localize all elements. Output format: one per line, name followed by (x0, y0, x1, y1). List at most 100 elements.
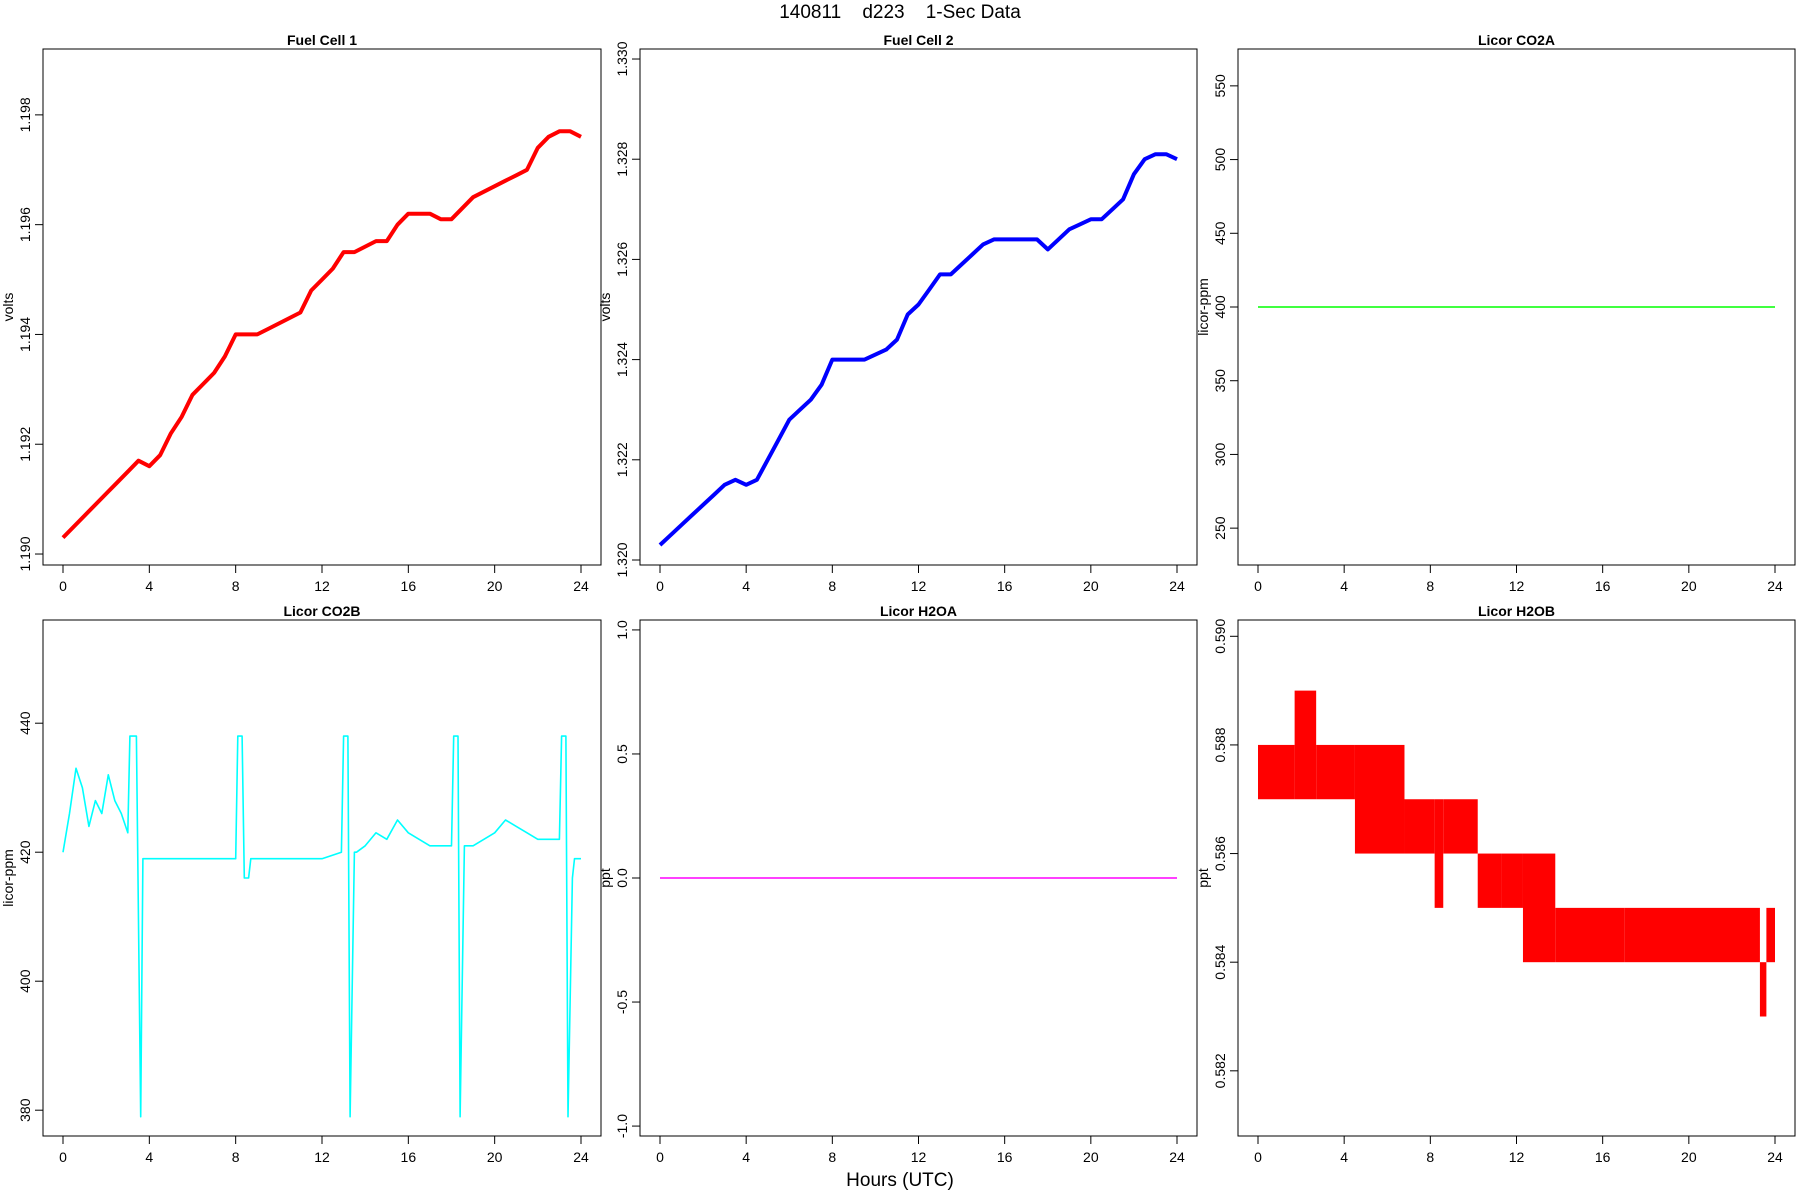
x-tick-label: 4 (145, 578, 153, 594)
y-tick-label: 1.194 (17, 317, 33, 352)
x-tick-label: 16 (401, 578, 417, 594)
y-tick-label: 1.326 (614, 242, 630, 277)
x-tick-label: 20 (1681, 1149, 1697, 1165)
y-tick-label: 0.588 (1212, 727, 1228, 762)
y-axis-label: volts (597, 293, 613, 322)
chart-title: Licor H2OA (880, 603, 957, 619)
chart-title: Fuel Cell 1 (287, 32, 357, 48)
y-tick-label: 1.328 (614, 141, 630, 176)
y-axis-label: volts (0, 293, 16, 322)
y-tick-label: 440 (17, 711, 33, 735)
chart-panel-5: Licor H2OA ppt 0 4 8 12 16 20 24 -1.0 -0.5 0.0 0.5 1.… (597, 603, 1198, 1165)
x-tick-label: 20 (487, 1149, 503, 1165)
plot-frame (42, 619, 602, 1137)
x-tick-label: 24 (573, 578, 589, 594)
x-tick-label: 16 (401, 1149, 417, 1165)
x-tick-label: 16 (1595, 578, 1611, 594)
y-tick-label: 1.196 (17, 207, 33, 242)
y-tick-label: 380 (17, 1098, 33, 1122)
x-tick-label: 24 (1767, 578, 1783, 594)
series-line (658, 152, 1178, 547)
y-axis-label: ppt (1195, 868, 1211, 888)
x-tick-label: 24 (1169, 578, 1185, 594)
x-tick-label: 12 (1509, 1149, 1525, 1165)
y-tick-label: 0.0 (614, 868, 630, 888)
x-tick-label: 0 (656, 1149, 664, 1165)
x-tick-label: 0 (59, 578, 67, 594)
y-tick-label: 0.586 (1212, 836, 1228, 871)
x-tick-label: 0 (1254, 1149, 1262, 1165)
x-tick-label: 8 (1426, 578, 1434, 594)
x-tick-label: 8 (828, 578, 836, 594)
chart-panel-2: Fuel Cell 2 volts 0 4 8 12 16 20 24 1.320 1.322 1.3… (597, 32, 1198, 594)
x-tick-label: 8 (232, 1149, 240, 1165)
data-band (1766, 907, 1775, 963)
chart-title: Fuel Cell 2 (883, 32, 953, 48)
chart-panel-3: Licor CO2A licor-ppm 0 4 8 12 16 20 24 250 300 350 4… (1195, 32, 1796, 594)
chart-panel-4: Licor CO2B licor-ppm 0 4 8 12 16 20 24 380 400 420 4… (0, 603, 602, 1165)
y-tick-label: 420 (17, 840, 33, 864)
series-line (62, 735, 581, 1118)
series-line (61, 129, 582, 540)
x-tick-label: 24 (573, 1149, 589, 1165)
x-tick-label: 8 (828, 1149, 836, 1165)
x-tick-label: 16 (997, 578, 1013, 594)
x-tick-label: 20 (1083, 578, 1099, 594)
x-tick-label: 12 (314, 1149, 330, 1165)
x-axis-label: Hours (UTC) (846, 1170, 954, 1191)
y-tick-label: 1.330 (614, 41, 630, 76)
x-tick-label: 4 (742, 578, 750, 594)
chart-title: Licor H2OB (1478, 603, 1555, 619)
chart-title: Licor CO2A (1478, 32, 1555, 48)
y-tick-label: 1.322 (614, 442, 630, 477)
x-tick-label: 16 (997, 1149, 1013, 1165)
data-band (1354, 744, 1405, 854)
y-tick-label: 1.320 (614, 542, 630, 577)
y-tick-label: 550 (1212, 74, 1228, 98)
y-tick-label: 0.590 (1212, 619, 1228, 654)
chart-title: Licor CO2B (283, 603, 360, 619)
data-band (1434, 799, 1444, 908)
data-band (1316, 744, 1355, 800)
x-tick-label: 0 (59, 1149, 67, 1165)
x-tick-label: 4 (145, 1149, 153, 1165)
data-band (1624, 907, 1760, 963)
x-tick-label: 0 (1254, 578, 1262, 594)
x-tick-label: 4 (1340, 1149, 1348, 1165)
chart-panel-1: Fuel Cell 1 volts 0 4 8 12 16 20 24 1.190 1.192 1.1… (0, 32, 602, 594)
x-tick-label: 12 (1509, 578, 1525, 594)
x-tick-label: 24 (1169, 1149, 1185, 1165)
page-title: 140811 d223 1-Sec Data (779, 2, 1021, 23)
data-band (1501, 853, 1523, 908)
y-tick-label: 1.324 (614, 342, 630, 377)
y-axis-label: licor-ppm (1195, 278, 1211, 336)
data-band (1404, 799, 1435, 854)
y-tick-label: 300 (1212, 443, 1228, 467)
x-tick-label: 12 (911, 1149, 927, 1165)
x-tick-label: 4 (1340, 578, 1348, 594)
y-tick-label: 1.190 (17, 536, 33, 571)
x-tick-label: 20 (1083, 1149, 1099, 1165)
y-tick-label: 1.0 (614, 620, 630, 640)
x-tick-label: 4 (742, 1149, 750, 1165)
y-tick-label: 0.584 (1212, 944, 1228, 979)
data-band (1555, 907, 1625, 963)
data-band (1759, 962, 1767, 1017)
y-axis-label: licor-ppm (0, 849, 16, 907)
y-tick-label: 500 (1212, 148, 1228, 172)
y-tick-label: 1.198 (17, 97, 33, 132)
x-tick-label: 0 (656, 578, 664, 594)
x-tick-label: 8 (232, 578, 240, 594)
y-tick-label: 450 (1212, 221, 1228, 245)
x-tick-label: 20 (1681, 578, 1697, 594)
y-axis-label: ppt (597, 868, 613, 888)
y-tick-label: 1.192 (17, 427, 33, 462)
x-tick-label: 12 (314, 578, 330, 594)
x-tick-label: 12 (911, 578, 927, 594)
plot-frame (42, 48, 602, 566)
x-tick-label: 16 (1595, 1149, 1611, 1165)
y-tick-label: 400 (17, 969, 33, 993)
data-band (1294, 690, 1317, 800)
data-band (1477, 853, 1502, 908)
